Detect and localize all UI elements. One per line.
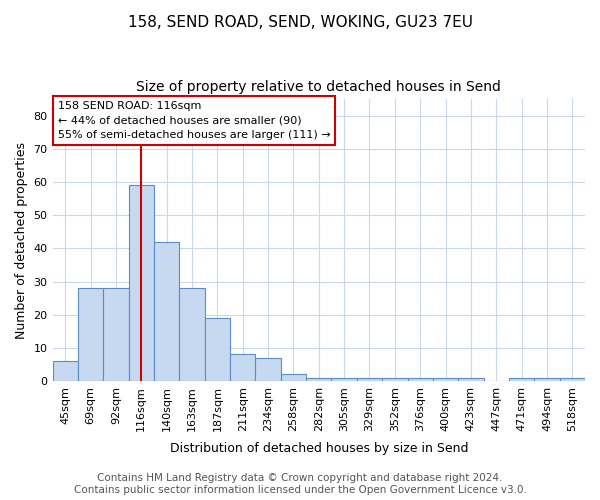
Bar	[534, 378, 560, 381]
Bar	[103, 288, 128, 381]
Bar	[78, 288, 103, 381]
Bar	[357, 378, 382, 381]
Title: Size of property relative to detached houses in Send: Size of property relative to detached ho…	[136, 80, 501, 94]
X-axis label: Distribution of detached houses by size in Send: Distribution of detached houses by size …	[170, 442, 468, 455]
Bar	[230, 354, 256, 381]
Bar	[281, 374, 306, 381]
Bar	[433, 378, 458, 381]
Bar	[154, 242, 179, 381]
Bar	[179, 288, 205, 381]
Bar	[128, 186, 154, 381]
Text: Contains HM Land Registry data © Crown copyright and database right 2024.
Contai: Contains HM Land Registry data © Crown c…	[74, 474, 526, 495]
Bar	[458, 378, 484, 381]
Bar	[256, 358, 281, 381]
Bar	[331, 378, 357, 381]
Y-axis label: Number of detached properties: Number of detached properties	[15, 142, 28, 338]
Text: 158, SEND ROAD, SEND, WOKING, GU23 7EU: 158, SEND ROAD, SEND, WOKING, GU23 7EU	[128, 15, 473, 30]
Bar	[205, 318, 230, 381]
Bar	[53, 361, 78, 381]
Text: 158 SEND ROAD: 116sqm
← 44% of detached houses are smaller (90)
55% of semi-deta: 158 SEND ROAD: 116sqm ← 44% of detached …	[58, 100, 331, 140]
Bar	[560, 378, 585, 381]
Bar	[382, 378, 407, 381]
Bar	[306, 378, 331, 381]
Bar	[407, 378, 433, 381]
Bar	[509, 378, 534, 381]
